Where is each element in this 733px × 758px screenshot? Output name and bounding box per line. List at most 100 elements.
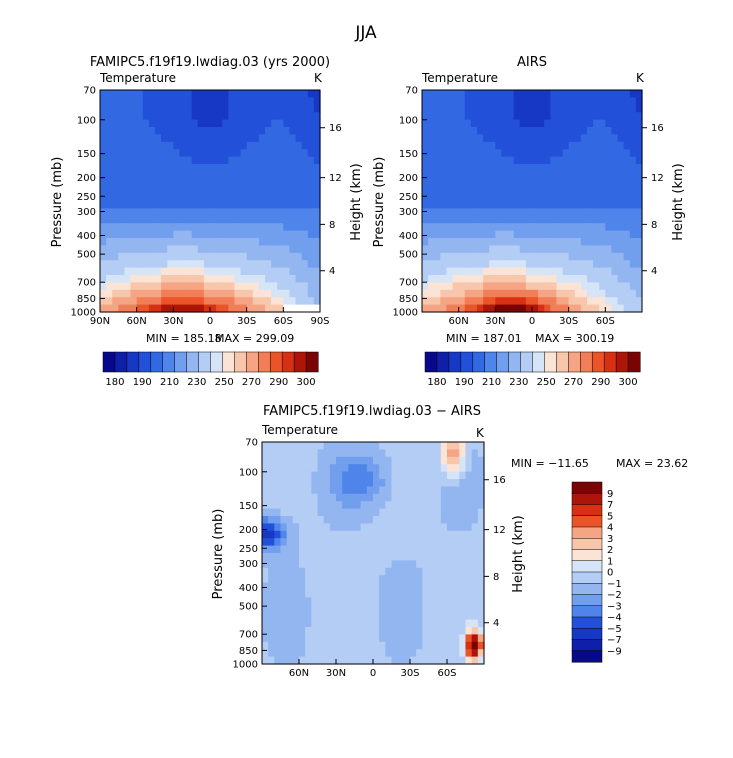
contour-cell [611, 275, 619, 283]
contour-cell [185, 289, 193, 298]
contour-cell [203, 141, 211, 150]
contour-cell [179, 304, 187, 313]
contour-cell [410, 471, 417, 480]
contour-cell [635, 282, 643, 291]
contour-cell [342, 486, 349, 495]
contour-cell [366, 493, 374, 502]
contour-cell [477, 193, 484, 202]
contour-cell [477, 545, 485, 554]
contour-cell [428, 238, 435, 246]
contour-cell [623, 119, 631, 128]
contour-cell [617, 119, 625, 128]
contour-cell [167, 112, 174, 121]
contour-cell [265, 193, 272, 202]
contour-cell [447, 604, 454, 613]
contour-cell [379, 560, 386, 569]
contour-cell [286, 493, 294, 502]
contour-cell [428, 201, 435, 209]
contour-cell [434, 493, 442, 502]
contour-cell [501, 282, 509, 291]
contour-cell [416, 567, 423, 576]
contour-cell [173, 304, 181, 313]
contour-cell [148, 90, 156, 98]
contour-cell [161, 215, 168, 224]
contour-cell [118, 297, 126, 306]
contour-cell [550, 260, 558, 269]
colorbar-swatch [258, 351, 271, 373]
contour-cell [403, 590, 411, 598]
contour-cell [173, 260, 181, 269]
contour-cell [459, 590, 467, 598]
contour-cell [222, 215, 229, 224]
contour-cell [452, 245, 460, 254]
contour-cell [307, 230, 315, 239]
contour-cell [617, 304, 625, 313]
contour-cell [148, 112, 156, 121]
contour-cell [397, 567, 405, 576]
contour-cell [317, 553, 325, 561]
contour-cell [292, 456, 300, 465]
contour-cell [336, 590, 343, 598]
contour-cell [574, 238, 582, 246]
contour-cell [246, 171, 254, 180]
contour-cell [538, 201, 545, 209]
contour-cell [277, 223, 284, 232]
contour-cell [446, 267, 454, 276]
contour-cell [599, 260, 606, 269]
contour-cell [507, 104, 515, 113]
contour-cell [574, 186, 582, 195]
contour-cell [459, 567, 467, 576]
contour-cell [599, 275, 606, 283]
contour-cell [265, 90, 272, 98]
contour-cell [428, 127, 435, 135]
contour-cell [323, 530, 331, 539]
contour-cell [458, 156, 466, 165]
contour-cell [222, 208, 229, 217]
contour-cell [271, 149, 278, 158]
contour-cell [440, 156, 448, 165]
contour-cell [513, 178, 521, 187]
contour-cell [495, 289, 503, 298]
contour-cell [532, 201, 539, 209]
contour-cell [453, 545, 460, 554]
contour-cell [477, 201, 484, 209]
contour-cell [465, 449, 473, 458]
contour-cell [148, 97, 156, 106]
contour-cell [271, 208, 278, 217]
contour-cell [342, 464, 349, 473]
contour-cell [593, 238, 600, 246]
contour-cell [289, 164, 297, 172]
contour-cell [265, 275, 272, 283]
contour-cell [210, 252, 217, 261]
contour-cell [422, 171, 429, 180]
contour-cell [434, 90, 441, 98]
contour-cell [532, 260, 539, 269]
contour-cell [599, 252, 606, 261]
contour-cell [301, 134, 309, 143]
contour-cell [307, 245, 315, 254]
contour-cell [629, 282, 637, 291]
contour-cell [513, 215, 521, 224]
contour-cell [299, 538, 306, 547]
contour-cell [234, 201, 242, 209]
contour-cell [286, 656, 294, 665]
contour-cell [471, 634, 479, 643]
contour-cell [277, 112, 284, 121]
contour-cell [422, 604, 430, 613]
contour-cell [262, 516, 269, 524]
contour-cell [525, 252, 533, 261]
contour-cell [470, 171, 478, 180]
contour-cell [446, 208, 454, 217]
contour-cell [397, 538, 405, 547]
contour-cell [155, 112, 162, 121]
contour-cell [501, 171, 509, 180]
contour-cell [574, 193, 582, 202]
contour-cell [336, 486, 343, 495]
contour-cell [403, 597, 411, 606]
contour-cell [373, 479, 380, 487]
contour-cell [452, 149, 460, 158]
contour-cell [311, 634, 319, 643]
contour-cell [313, 193, 321, 202]
contour-cell [234, 260, 242, 269]
contour-cell [379, 471, 386, 480]
